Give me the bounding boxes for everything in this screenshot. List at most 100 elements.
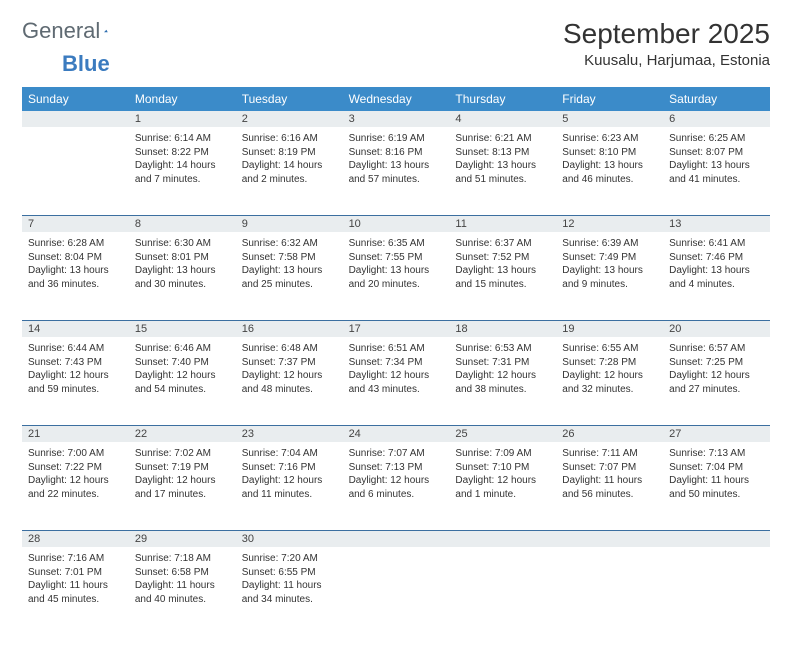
day-number: 16 (236, 321, 343, 337)
sunrise: Sunrise: 7:11 AM (562, 447, 657, 461)
day-body: Sunrise: 7:02 AMSunset: 7:19 PMDaylight:… (134, 445, 231, 501)
day-body: Sunrise: 7:04 AMSunset: 7:16 PMDaylight:… (241, 445, 338, 501)
day-number: 17 (343, 321, 450, 337)
day-body: Sunrise: 6:57 AMSunset: 7:25 PMDaylight:… (668, 340, 765, 396)
day-body: Sunrise: 7:00 AMSunset: 7:22 PMDaylight:… (27, 445, 124, 501)
sunrise: Sunrise: 7:16 AM (28, 552, 123, 566)
sunset: Sunset: 7:34 PM (349, 356, 444, 370)
day-number: 2 (236, 111, 343, 127)
day-cell: Sunrise: 6:30 AMSunset: 8:01 PMDaylight:… (129, 232, 236, 320)
sunset: Sunset: 7:07 PM (562, 461, 657, 475)
daylight: Daylight: 12 hours and 32 minutes. (562, 369, 657, 396)
day-cell: Sunrise: 6:55 AMSunset: 7:28 PMDaylight:… (556, 337, 663, 425)
daylight: Daylight: 12 hours and 38 minutes. (455, 369, 550, 396)
daylight: Daylight: 13 hours and 20 minutes. (349, 264, 444, 291)
day-cell (449, 547, 556, 635)
sunset: Sunset: 7:01 PM (28, 566, 123, 580)
sunrise: Sunrise: 6:32 AM (242, 237, 337, 251)
sunrise: Sunrise: 6:51 AM (349, 342, 444, 356)
day-cell: Sunrise: 6:28 AMSunset: 8:04 PMDaylight:… (22, 232, 129, 320)
day-number: 26 (556, 426, 663, 442)
daylight: Daylight: 13 hours and 4 minutes. (669, 264, 764, 291)
daylight: Daylight: 13 hours and 25 minutes. (242, 264, 337, 291)
day-body: Sunrise: 6:44 AMSunset: 7:43 PMDaylight:… (27, 340, 124, 396)
day-cell (663, 547, 770, 635)
weeks-container: 123456Sunrise: 6:14 AMSunset: 8:22 PMDay… (22, 111, 770, 635)
logo-text-general: General (22, 18, 100, 44)
day-body: Sunrise: 7:20 AMSunset: 6:55 PMDaylight:… (241, 550, 338, 606)
sunset: Sunset: 8:22 PM (135, 146, 230, 160)
day-cell: Sunrise: 6:51 AMSunset: 7:34 PMDaylight:… (343, 337, 450, 425)
daylight: Daylight: 11 hours and 34 minutes. (242, 579, 337, 606)
day-body: Sunrise: 6:35 AMSunset: 7:55 PMDaylight:… (348, 235, 445, 291)
day-number: 6 (663, 111, 770, 127)
day-body: Sunrise: 6:41 AMSunset: 7:46 PMDaylight:… (668, 235, 765, 291)
sunset: Sunset: 7:22 PM (28, 461, 123, 475)
week-row: Sunrise: 7:16 AMSunset: 7:01 PMDaylight:… (22, 547, 770, 635)
sunset: Sunset: 8:10 PM (562, 146, 657, 160)
daylight: Daylight: 12 hours and 48 minutes. (242, 369, 337, 396)
day-number: 25 (449, 426, 556, 442)
daylight: Daylight: 11 hours and 45 minutes. (28, 579, 123, 606)
day-cell: Sunrise: 6:41 AMSunset: 7:46 PMDaylight:… (663, 232, 770, 320)
sunset: Sunset: 7:10 PM (455, 461, 550, 475)
day-body: Sunrise: 6:32 AMSunset: 7:58 PMDaylight:… (241, 235, 338, 291)
daynum-row: 21222324252627 (22, 426, 770, 442)
sunset: Sunset: 7:46 PM (669, 251, 764, 265)
sunrise: Sunrise: 6:21 AM (455, 132, 550, 146)
day-body: Sunrise: 6:48 AMSunset: 7:37 PMDaylight:… (241, 340, 338, 396)
day-body: Sunrise: 7:11 AMSunset: 7:07 PMDaylight:… (561, 445, 658, 501)
sunrise: Sunrise: 7:04 AM (242, 447, 337, 461)
day-cell: Sunrise: 6:25 AMSunset: 8:07 PMDaylight:… (663, 127, 770, 215)
day-cell: Sunrise: 6:48 AMSunset: 7:37 PMDaylight:… (236, 337, 343, 425)
day-number: 24 (343, 426, 450, 442)
day-cell: Sunrise: 7:07 AMSunset: 7:13 PMDaylight:… (343, 442, 450, 530)
week-row: Sunrise: 6:44 AMSunset: 7:43 PMDaylight:… (22, 337, 770, 426)
dow-label: Tuesday (236, 87, 343, 111)
sunset: Sunset: 7:49 PM (562, 251, 657, 265)
title-block: September 2025 Kuusalu, Harjumaa, Estoni… (563, 18, 770, 69)
sunset: Sunset: 7:58 PM (242, 251, 337, 265)
sunrise: Sunrise: 6:28 AM (28, 237, 123, 251)
day-body: Sunrise: 6:30 AMSunset: 8:01 PMDaylight:… (134, 235, 231, 291)
day-cell: Sunrise: 7:09 AMSunset: 7:10 PMDaylight:… (449, 442, 556, 530)
day-number: 11 (449, 216, 556, 232)
day-body: Sunrise: 6:46 AMSunset: 7:40 PMDaylight:… (134, 340, 231, 396)
sunrise: Sunrise: 6:14 AM (135, 132, 230, 146)
day-cell: Sunrise: 7:20 AMSunset: 6:55 PMDaylight:… (236, 547, 343, 635)
calendar-page: General September 2025 Kuusalu, Harjumaa… (0, 0, 792, 653)
day-cell: Sunrise: 7:04 AMSunset: 7:16 PMDaylight:… (236, 442, 343, 530)
day-number: 12 (556, 216, 663, 232)
daylight: Daylight: 11 hours and 56 minutes. (562, 474, 657, 501)
sunset: Sunset: 8:19 PM (242, 146, 337, 160)
day-body: Sunrise: 6:55 AMSunset: 7:28 PMDaylight:… (561, 340, 658, 396)
sunrise: Sunrise: 7:00 AM (28, 447, 123, 461)
day-number: 28 (22, 531, 129, 547)
sunrise: Sunrise: 6:25 AM (669, 132, 764, 146)
day-body: Sunrise: 6:25 AMSunset: 8:07 PMDaylight:… (668, 130, 765, 186)
day-body: Sunrise: 6:39 AMSunset: 7:49 PMDaylight:… (561, 235, 658, 291)
sunset: Sunset: 6:58 PM (135, 566, 230, 580)
dow-label: Sunday (22, 87, 129, 111)
daylight: Daylight: 12 hours and 1 minute. (455, 474, 550, 501)
day-number: 4 (449, 111, 556, 127)
week-row: Sunrise: 6:14 AMSunset: 8:22 PMDaylight:… (22, 127, 770, 216)
sunset: Sunset: 8:16 PM (349, 146, 444, 160)
day-number: 15 (129, 321, 236, 337)
sunrise: Sunrise: 7:07 AM (349, 447, 444, 461)
day-number: 19 (556, 321, 663, 337)
sunrise: Sunrise: 6:37 AM (455, 237, 550, 251)
sunset: Sunset: 7:13 PM (349, 461, 444, 475)
day-cell: Sunrise: 7:16 AMSunset: 7:01 PMDaylight:… (22, 547, 129, 635)
day-cell (556, 547, 663, 635)
daynum-row: 14151617181920 (22, 321, 770, 337)
sunrise: Sunrise: 6:19 AM (349, 132, 444, 146)
day-body: Sunrise: 6:37 AMSunset: 7:52 PMDaylight:… (454, 235, 551, 291)
sunset: Sunset: 7:52 PM (455, 251, 550, 265)
daylight: Daylight: 12 hours and 27 minutes. (669, 369, 764, 396)
day-number (22, 111, 129, 127)
day-body: Sunrise: 6:51 AMSunset: 7:34 PMDaylight:… (348, 340, 445, 396)
sunrise: Sunrise: 7:13 AM (669, 447, 764, 461)
daylight: Daylight: 12 hours and 43 minutes. (349, 369, 444, 396)
daylight: Daylight: 13 hours and 36 minutes. (28, 264, 123, 291)
